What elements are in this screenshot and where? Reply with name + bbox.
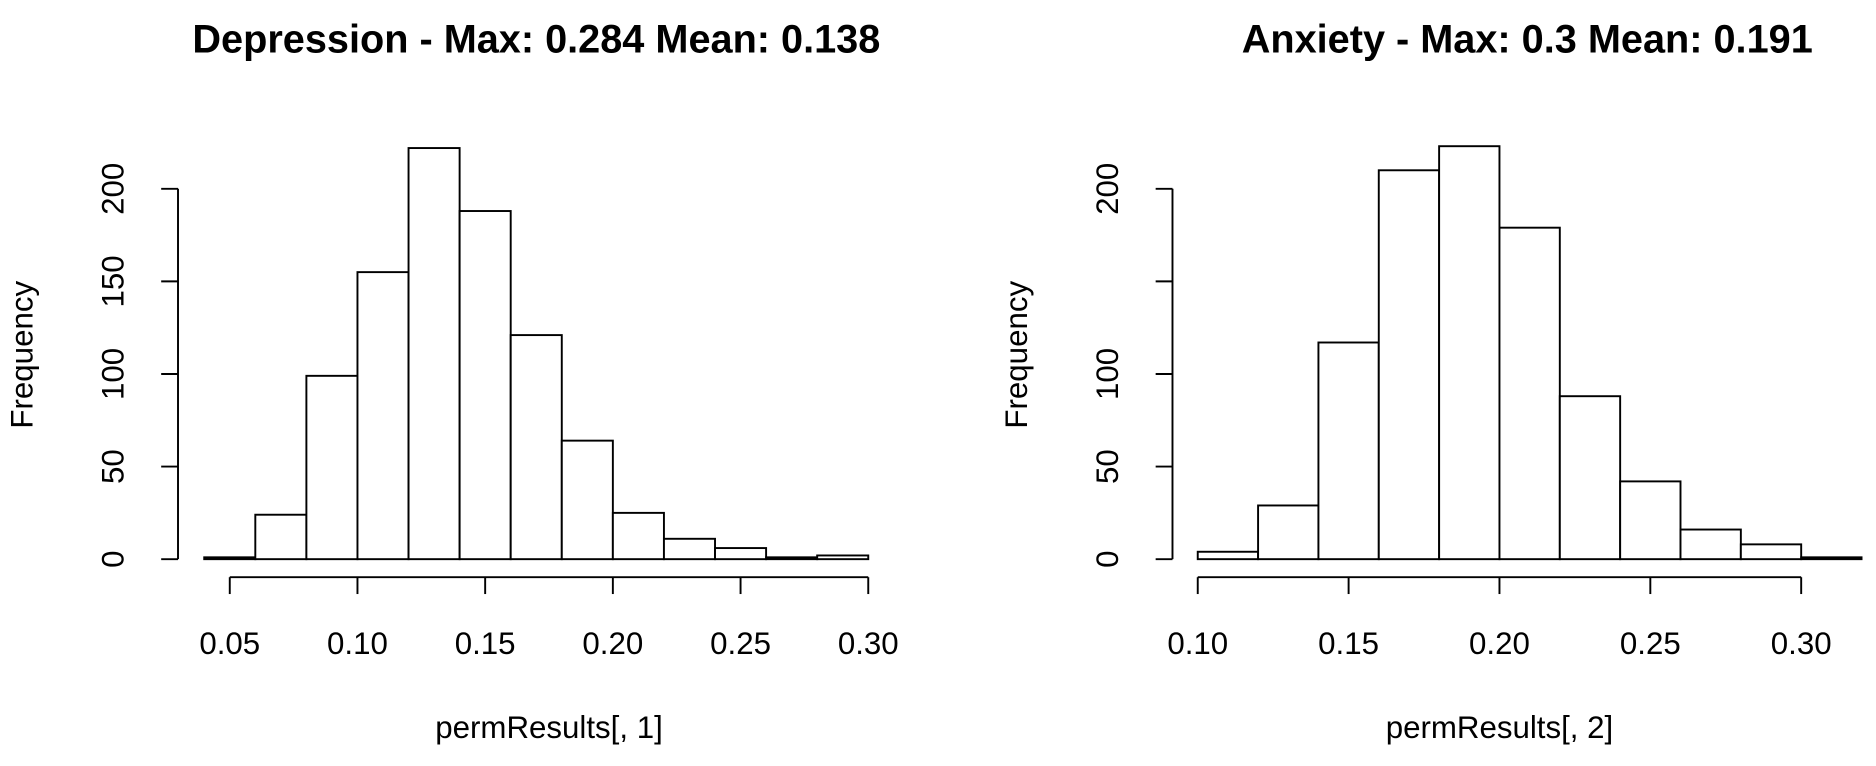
bar [407,147,461,561]
bar [305,374,359,561]
y-tick-label: 150 [96,255,131,307]
bar [203,556,257,561]
chart-title: Depression - Max: 0.284 Mean: 0.138 [192,18,880,62]
bar [1800,556,1863,561]
bar [1498,226,1561,561]
x-tick-label: 0.30 [838,626,899,661]
y-tick-label: 200 [96,163,131,215]
bar [1438,145,1501,561]
x-tick-label: 0.15 [1318,626,1379,661]
x-tick-label: 0.20 [1469,626,1530,661]
bar [254,513,308,561]
x-tick-label: 0.25 [1620,626,1681,661]
chart-title: Anxiety - Max: 0.3 Mean: 0.191 [1242,18,1813,62]
bar [1679,528,1742,561]
y-axis-label: Frequency [999,281,1034,429]
x-tick-label: 0.05 [199,626,260,661]
bar [765,556,819,561]
y-tick-label: 100 [96,348,131,400]
bar [458,210,512,561]
x-tick-label: 0.20 [582,626,643,661]
x-tick-label: 0.15 [455,626,516,661]
bar [560,439,614,561]
x-tick-label: 0.30 [1771,626,1832,661]
x-axis-label: permResults[, 1] [435,710,663,745]
bar [611,511,665,561]
x-tick-label: 0.10 [327,626,388,661]
bar [356,271,410,561]
y-tick-label: 200 [1090,163,1125,215]
y-tick-label: 50 [1090,449,1125,484]
bar [816,554,870,561]
bar [1257,504,1320,561]
bar [662,537,716,561]
x-tick-label: 0.10 [1167,626,1228,661]
y-axis-label: Frequency [4,281,39,429]
bar [1317,341,1380,561]
y-tick-label: 100 [1090,348,1125,400]
bar [714,547,768,561]
y-tick-label: 50 [96,449,131,484]
y-tick-label: 0 [96,550,131,567]
bar [1196,550,1260,561]
bar [1739,543,1803,561]
bar [1558,395,1622,561]
bar [509,334,563,561]
y-tick-label: 0 [1090,550,1125,567]
x-axis-label: permResults[, 2] [1386,710,1614,745]
bar [1619,480,1682,561]
bar [1377,169,1441,561]
x-tick-label: 0.25 [710,626,771,661]
